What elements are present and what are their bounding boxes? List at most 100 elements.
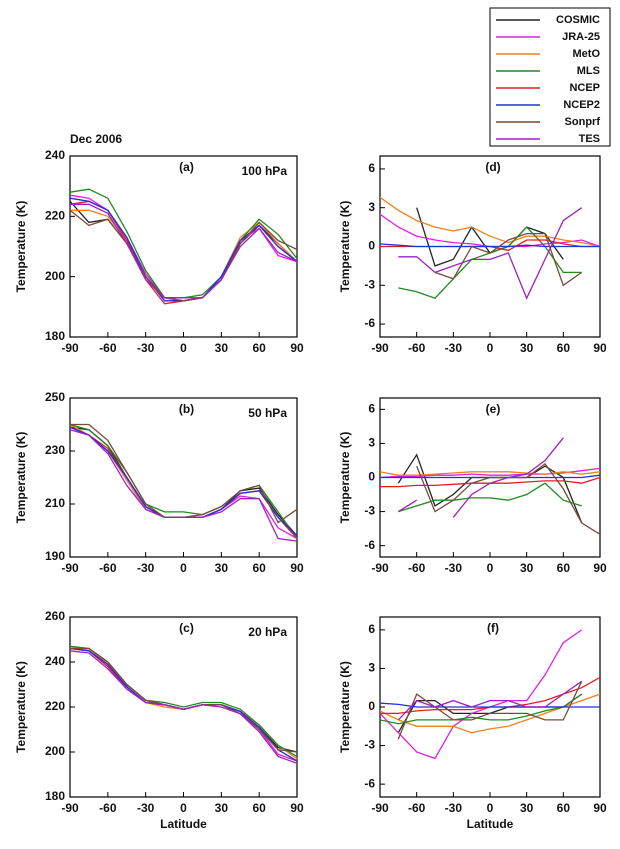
y-tick-label: 3 [368, 661, 375, 675]
x-axis-label: Latitude [467, 817, 514, 831]
x-tick-label: 0 [487, 801, 494, 815]
series-line [397, 437, 564, 518]
x-axis-label: Latitude [160, 817, 207, 831]
x-tick-label: 30 [520, 801, 534, 815]
x-tick-label: -60 [408, 341, 426, 355]
y-tick-label: 200 [45, 744, 65, 758]
series-line [379, 243, 600, 248]
x-tick-label: -60 [408, 561, 426, 575]
x-tick-label: 30 [215, 341, 229, 355]
x-tick-label: 60 [252, 561, 266, 575]
series-line [379, 471, 601, 476]
series-line [69, 423, 298, 539]
y-tick-label: -3 [364, 738, 375, 752]
series-line [69, 429, 298, 542]
x-tick-label: 30 [215, 561, 229, 575]
panel-label: (f) [487, 621, 499, 635]
x-tick-label: -60 [99, 561, 117, 575]
x-tick-label: 0 [487, 341, 494, 355]
series-line [69, 197, 298, 302]
series-line [379, 702, 600, 708]
series-line [379, 693, 583, 725]
x-tick-label: 60 [557, 561, 571, 575]
y-axis-label: Temperature (K) [14, 201, 28, 293]
x-tick-label: 90 [593, 561, 607, 575]
y-tick-label: 240 [45, 654, 65, 668]
y-tick-label: 210 [45, 496, 65, 510]
y-axis-label: Temperature (K) [14, 432, 28, 524]
y-tick-label: 0 [368, 239, 375, 253]
series-line [69, 650, 298, 764]
y-tick-label: 3 [368, 436, 375, 450]
x-tick-label: 90 [290, 801, 304, 815]
x-tick-label: -30 [445, 561, 463, 575]
y-tick-label: 190 [45, 549, 65, 563]
x-tick-label: -30 [445, 341, 463, 355]
panel-label: (a) [179, 160, 194, 174]
legend-label: JRA-25 [562, 31, 600, 43]
x-tick-label: 60 [252, 341, 266, 355]
series-line [69, 426, 298, 539]
series-line [379, 629, 583, 760]
plot-frame [69, 397, 298, 558]
legend-box [489, 7, 611, 147]
x-tick-label: 90 [290, 561, 304, 575]
series-line [397, 680, 583, 721]
x-tick-label: 90 [593, 341, 607, 355]
x-tick-label: -60 [99, 341, 117, 355]
legend-label: TES [579, 133, 600, 145]
x-tick-label: 90 [290, 341, 304, 355]
y-axis-label: Temperature (K) [338, 661, 352, 753]
x-tick-label: 90 [593, 801, 607, 815]
y-tick-label: -3 [364, 277, 375, 291]
y-axis-label: Temperature (K) [14, 661, 28, 753]
series-line [69, 423, 298, 539]
y-axis-label: Temperature (K) [338, 201, 352, 293]
panel-label: (b) [179, 402, 194, 416]
y-tick-label: 0 [368, 699, 375, 713]
x-tick-label: -60 [408, 801, 426, 815]
legend: COSMIC JRA-25 MetO MLS NCEP NCEP2 Sonprf TES [496, 14, 600, 145]
figure-title: Dec 2006 [70, 132, 122, 146]
x-tick-label: 30 [520, 341, 534, 355]
x-tick-label: -90 [371, 561, 389, 575]
y-tick-label: 260 [45, 609, 65, 623]
series-line [379, 196, 601, 248]
series-line [69, 200, 298, 305]
panel-label: (c) [179, 621, 194, 635]
y-tick-label: -3 [364, 504, 375, 518]
x-tick-label: 0 [180, 561, 187, 575]
series-line [69, 188, 298, 299]
y-tick-label: 0 [368, 470, 375, 484]
series-line [70, 209, 298, 302]
x-tick-label: -90 [61, 341, 79, 355]
x-tick-label: 0 [180, 341, 187, 355]
legend-label: Sonprf [565, 116, 601, 128]
series-line [69, 426, 298, 540]
x-tick-label: 60 [252, 801, 266, 815]
y-tick-label: 180 [45, 329, 65, 343]
plot-frame [69, 155, 298, 338]
x-tick-label: -30 [137, 341, 155, 355]
x-tick-label: -30 [445, 801, 463, 815]
x-tick-label: -90 [371, 801, 389, 815]
series-line [434, 232, 583, 287]
y-tick-label: 200 [45, 269, 65, 283]
series-line [398, 482, 582, 513]
y-axis-label: Temperature (K) [338, 432, 352, 524]
y-tick-label: 240 [45, 148, 65, 162]
x-tick-label: -90 [371, 341, 389, 355]
x-tick-label: -30 [137, 801, 155, 815]
y-tick-label: 230 [45, 443, 65, 457]
y-tick-label: 180 [45, 789, 65, 803]
x-tick-label: 0 [487, 561, 494, 575]
series-line [397, 681, 583, 740]
panel-label: (e) [486, 402, 501, 416]
x-tick-label: 60 [557, 341, 571, 355]
x-tick-label: 0 [180, 801, 187, 815]
legend-label: NCEP2 [563, 99, 600, 111]
legend-label: COSMIC [556, 14, 600, 26]
x-tick-label: -60 [99, 801, 117, 815]
panel-annotation: 100 hPa [242, 164, 288, 178]
